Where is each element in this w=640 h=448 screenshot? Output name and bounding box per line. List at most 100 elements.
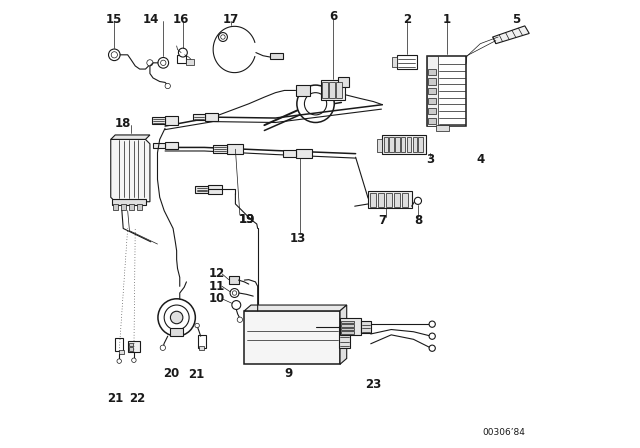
Circle shape <box>429 321 435 327</box>
Polygon shape <box>493 26 529 44</box>
Bar <box>377 138 382 152</box>
Bar <box>186 59 195 65</box>
Bar <box>402 193 408 207</box>
Bar <box>436 125 449 131</box>
Text: 15: 15 <box>106 13 122 26</box>
Text: 20: 20 <box>163 366 179 379</box>
Bar <box>337 82 342 99</box>
Bar <box>198 335 205 348</box>
Bar <box>111 198 147 205</box>
Bar <box>382 135 426 154</box>
Bar <box>383 137 388 152</box>
Circle shape <box>221 35 225 39</box>
Circle shape <box>109 49 120 60</box>
Circle shape <box>161 60 166 65</box>
Circle shape <box>179 48 188 57</box>
Text: 21: 21 <box>107 392 124 405</box>
Bar <box>193 114 205 120</box>
Circle shape <box>158 57 168 68</box>
Text: 4: 4 <box>476 153 484 166</box>
Polygon shape <box>244 311 340 364</box>
Bar <box>428 98 436 104</box>
Bar <box>113 203 118 210</box>
Circle shape <box>218 33 227 42</box>
Text: 12: 12 <box>209 267 225 280</box>
Circle shape <box>305 93 326 115</box>
Bar <box>137 203 142 210</box>
Bar <box>428 78 436 85</box>
Bar <box>270 53 283 59</box>
Circle shape <box>165 83 170 89</box>
Polygon shape <box>244 305 347 311</box>
Bar <box>361 321 371 333</box>
Bar <box>341 324 354 327</box>
Bar <box>428 88 436 95</box>
Bar <box>227 144 243 154</box>
Text: 2: 2 <box>403 13 411 26</box>
Circle shape <box>429 345 435 351</box>
Bar <box>129 347 134 351</box>
Text: 14: 14 <box>143 13 159 26</box>
Bar <box>152 117 165 124</box>
Bar <box>152 143 165 148</box>
Text: 10: 10 <box>209 292 225 305</box>
Bar <box>401 137 406 152</box>
Text: 19: 19 <box>238 213 255 226</box>
Bar <box>322 82 328 99</box>
Bar <box>115 338 124 351</box>
Bar <box>177 55 186 63</box>
Bar <box>228 276 239 284</box>
Bar <box>129 203 134 210</box>
Text: 16: 16 <box>173 13 189 26</box>
Text: 7: 7 <box>378 214 387 227</box>
Bar <box>170 328 183 336</box>
Bar <box>427 56 466 126</box>
Bar <box>341 328 354 331</box>
Bar <box>396 137 400 152</box>
Bar <box>165 142 177 149</box>
Bar <box>340 319 362 335</box>
Text: 23: 23 <box>365 378 381 391</box>
Circle shape <box>117 359 122 363</box>
Bar <box>338 77 349 87</box>
Circle shape <box>232 291 237 295</box>
Circle shape <box>429 333 435 339</box>
Circle shape <box>232 301 241 310</box>
Circle shape <box>170 311 183 324</box>
Bar <box>370 193 376 207</box>
Bar <box>199 346 204 349</box>
Bar <box>296 85 310 96</box>
Circle shape <box>164 305 189 330</box>
Polygon shape <box>111 135 150 139</box>
Circle shape <box>160 345 166 350</box>
Circle shape <box>111 52 117 58</box>
Text: 13: 13 <box>290 232 306 245</box>
Text: 9: 9 <box>285 366 293 379</box>
Circle shape <box>230 289 239 297</box>
Bar <box>413 137 417 152</box>
Bar <box>165 116 179 125</box>
Circle shape <box>132 358 136 362</box>
Circle shape <box>158 299 195 336</box>
Bar <box>119 349 124 354</box>
Bar <box>419 137 423 152</box>
Polygon shape <box>340 305 347 364</box>
Bar <box>378 193 383 207</box>
Bar <box>428 117 436 124</box>
Bar <box>428 108 436 114</box>
Text: 00306’84: 00306’84 <box>482 428 525 437</box>
Text: 18: 18 <box>115 117 131 130</box>
Text: 6: 6 <box>329 10 337 23</box>
Bar <box>386 193 392 207</box>
Bar <box>208 185 222 194</box>
Circle shape <box>414 197 422 204</box>
Text: 17: 17 <box>223 13 239 26</box>
Bar <box>127 341 140 352</box>
Bar <box>341 321 354 323</box>
Bar <box>213 145 227 153</box>
Bar <box>390 137 394 152</box>
Text: 3: 3 <box>426 153 435 166</box>
Bar <box>428 69 436 75</box>
Bar <box>129 343 134 346</box>
Text: 8: 8 <box>414 214 422 227</box>
